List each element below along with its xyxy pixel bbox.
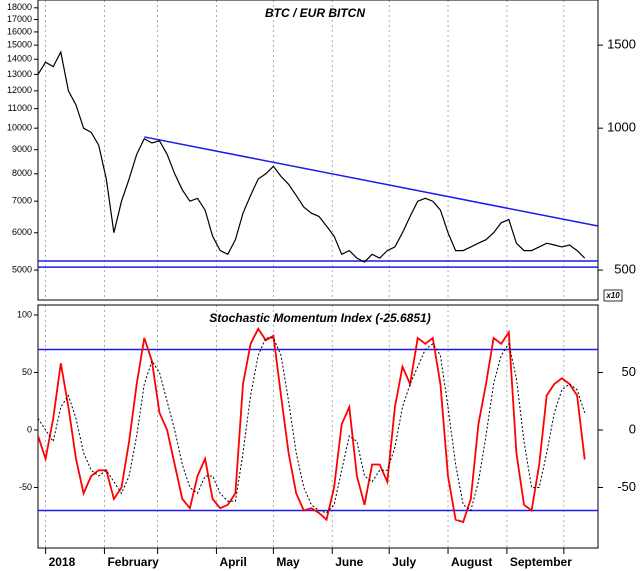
y-tick-label: 8000 [12, 168, 32, 178]
x-tick-label: February [107, 555, 159, 569]
series-line [37, 50, 586, 263]
y-tick-label: 15000 [7, 40, 32, 50]
y2-tick-label: 500 [614, 262, 636, 277]
y-tick-label: 50 [22, 367, 32, 377]
x-tick-label: May [276, 555, 300, 569]
axis-note: x10 [605, 291, 620, 300]
y-tick-label: 100 [17, 309, 32, 319]
chart-title: Stochastic Momentum Index (-25.6851) [209, 311, 430, 325]
x-tick-label: August [451, 555, 492, 569]
series-line [37, 327, 586, 524]
x-tick-label: April [219, 555, 246, 569]
y-tick-label: 11000 [8, 103, 32, 113]
y-tick-label: 12000 [7, 85, 32, 95]
y-tick-label: 18000 [7, 2, 32, 12]
y2-tick-label: 1500 [607, 37, 636, 52]
y-tick-label: 9000 [12, 144, 32, 154]
y2-tick-label: 1000 [607, 120, 636, 135]
note-box [603, 289, 623, 302]
y2-tick-label: -50 [617, 479, 636, 494]
y2-tick-label: 0 [629, 421, 636, 436]
y-tick-label: 7000 [12, 196, 32, 206]
y2-tick-label: 50 [622, 364, 636, 379]
y-tick-label: 13000 [7, 69, 32, 79]
y-tick-label: 16000 [7, 26, 32, 36]
series-line [37, 337, 586, 514]
y-tick-label: 0 [27, 424, 32, 434]
y-tick-label: 5000 [12, 264, 32, 274]
chart-title: BTC / EUR BITCN [265, 6, 365, 20]
x-tick-label: July [392, 555, 416, 569]
y-tick-label: 6000 [12, 227, 32, 237]
x-tick-label: September [510, 555, 572, 569]
plot-frame [37, 304, 599, 549]
x-tick-label: June [335, 555, 363, 569]
y-tick-label: 10000 [7, 123, 32, 133]
y-tick-label: -50 [19, 482, 32, 492]
x-tick-label: 2018 [49, 555, 76, 569]
trend-line [144, 136, 599, 227]
y-tick-label: 17000 [7, 14, 32, 24]
y-tick-label: 14000 [7, 54, 32, 64]
